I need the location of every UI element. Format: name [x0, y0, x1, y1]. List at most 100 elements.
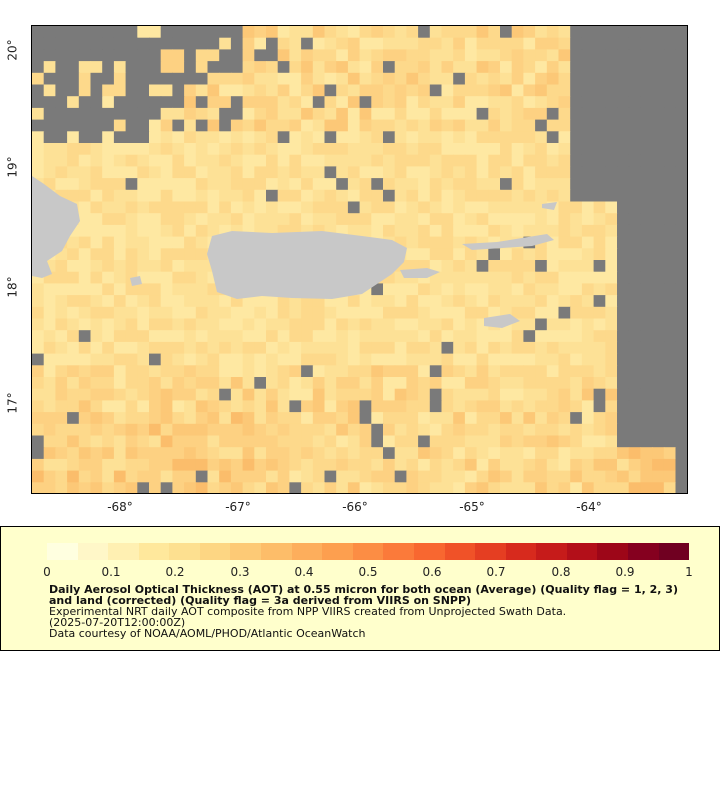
aot-cell: [195, 412, 209, 425]
aot-cell: [511, 365, 524, 378]
aot-cell: [675, 224, 687, 238]
aot-cell: [429, 400, 443, 413]
aot-cell: [55, 72, 68, 86]
aot-cell: [675, 412, 687, 425]
aot-cell: [301, 400, 314, 413]
aot-cell: [535, 295, 548, 308]
aot-cell: [441, 49, 454, 62]
aot-cell: [418, 119, 431, 132]
aot-cell: [347, 400, 361, 413]
aot-cell: [371, 458, 384, 472]
aot-cell: [394, 458, 407, 472]
aot-cell: [394, 119, 407, 132]
aot-cell: [359, 330, 372, 343]
aot-cell: [535, 119, 548, 132]
aot-cell: [500, 26, 513, 39]
aot-cell: [289, 377, 302, 390]
aot-cell: [558, 435, 571, 448]
aot-cell: [464, 84, 478, 97]
aot-cell: [125, 166, 138, 179]
aot-cell: [90, 412, 103, 425]
aot-cell: [383, 400, 396, 413]
aot-cell: [488, 295, 501, 308]
aot-cell: [394, 61, 407, 74]
aot-cell: [266, 49, 279, 62]
aot-cell: [347, 412, 361, 425]
aot-cell: [675, 178, 687, 191]
aot-cell: [336, 119, 349, 132]
colorbar-tick: 0.3: [230, 565, 250, 579]
aot-cell: [640, 341, 653, 355]
aot-cell: [394, 306, 407, 320]
aot-cell: [301, 330, 314, 343]
aot-cell: [535, 365, 548, 378]
aot-cell: [324, 201, 337, 214]
aot-cell: [640, 154, 653, 167]
aot-cell: [663, 37, 677, 50]
aot-cell: [359, 423, 372, 437]
aot-cell: [347, 224, 361, 238]
aot-cell: [617, 330, 630, 343]
aot-cell: [535, 318, 548, 331]
aot-cell: [324, 189, 337, 203]
aot-cell: [359, 470, 372, 483]
aot-cell: [125, 412, 138, 425]
aot-cell: [266, 341, 279, 355]
aot-cell: [160, 224, 173, 238]
aot-cell: [277, 213, 290, 226]
aot-cell: [242, 365, 255, 378]
aot-cell: [546, 189, 560, 203]
aot-cell: [593, 26, 606, 39]
aot-cell: [640, 458, 653, 472]
aot-cell: [359, 482, 372, 493]
aot-cell: [55, 119, 68, 132]
aot-cell: [125, 72, 138, 86]
aot-cell: [149, 318, 162, 331]
aot-cell: [67, 166, 80, 179]
aot-cell: [254, 341, 267, 355]
aot-cell: [500, 341, 513, 355]
aot-cell: [628, 166, 641, 179]
aot-cell: [418, 72, 431, 86]
aot-cell: [476, 201, 489, 214]
aot-cell: [476, 154, 489, 167]
aot-cell: [242, 458, 255, 472]
aot-cell: [254, 49, 267, 62]
aot-cell: [652, 107, 665, 121]
aot-cell: [160, 271, 173, 284]
aot-cell: [125, 400, 138, 413]
aot-cell: [312, 166, 326, 179]
aot-cell: [254, 166, 267, 179]
aot-cell: [394, 131, 407, 144]
aot-cell: [535, 166, 548, 179]
aot-cell: [113, 49, 127, 62]
aot-cell: [453, 458, 466, 472]
aot-cell: [488, 248, 501, 261]
aot-cell: [394, 341, 407, 355]
aot-cell: [67, 107, 80, 121]
aot-cell: [628, 271, 641, 284]
aot-cell: [523, 306, 536, 320]
aot-cell: [511, 482, 524, 493]
aot-cell: [581, 423, 595, 437]
aot-cell: [500, 423, 513, 437]
aot-cell: [113, 224, 127, 238]
aot-cell: [546, 388, 560, 401]
aot-cell: [172, 213, 185, 226]
aot-cell: [581, 400, 595, 413]
aot-cell: [312, 353, 326, 366]
aot-cell: [184, 412, 197, 425]
aot-cell: [593, 189, 606, 203]
x-tick-label: -66°: [342, 500, 368, 514]
aot-cell: [558, 400, 571, 413]
aot-cell: [137, 84, 150, 97]
aot-cell: [383, 189, 396, 203]
aot-cell: [230, 37, 244, 50]
aot-cell: [149, 248, 162, 261]
aot-cell: [312, 318, 326, 331]
aot-cell: [172, 318, 185, 331]
aot-cell: [184, 295, 197, 308]
aot-cell: [137, 470, 150, 483]
aot-cell: [324, 119, 337, 132]
aot-cell: [254, 306, 267, 320]
